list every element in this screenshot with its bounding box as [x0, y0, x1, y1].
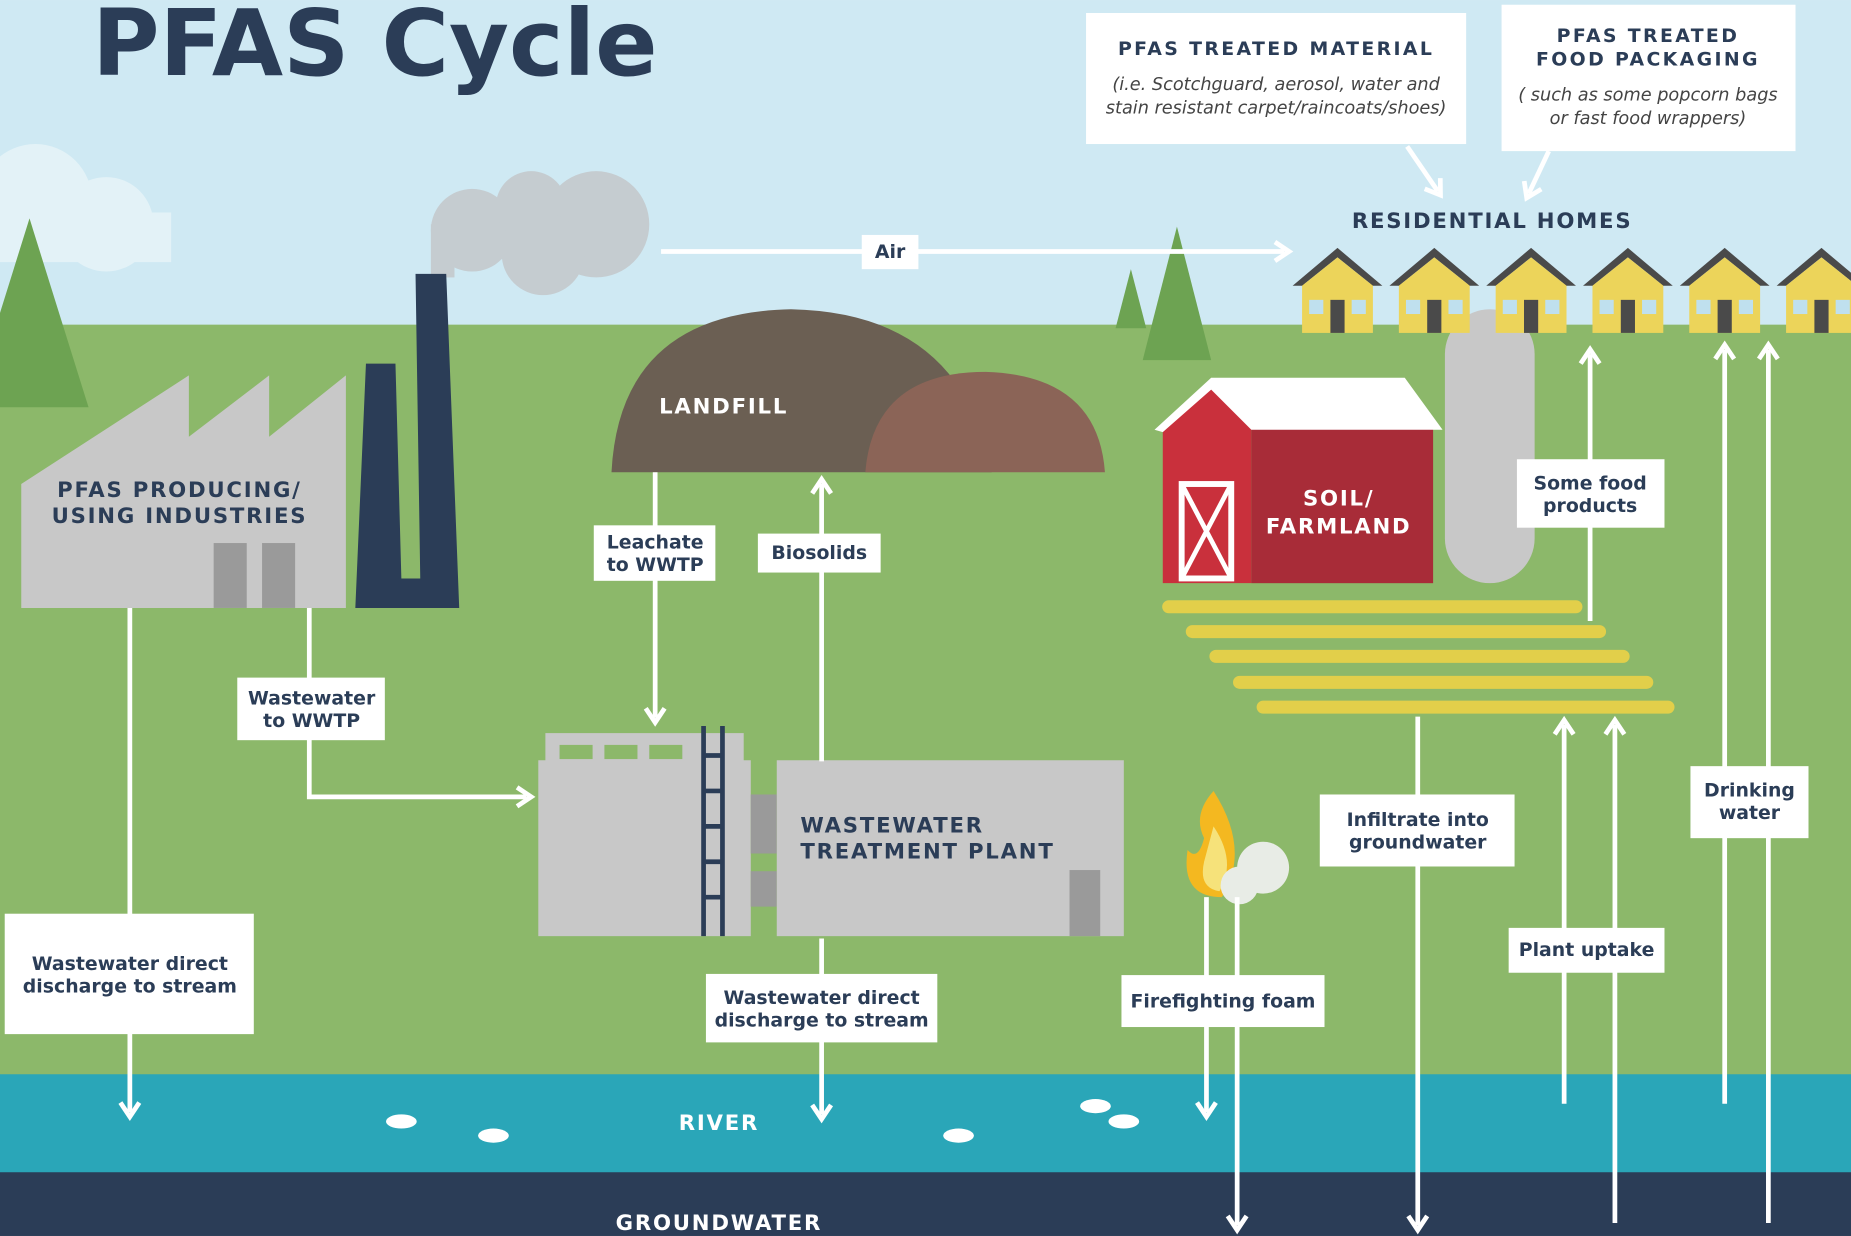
flow-label: Air: [875, 241, 906, 263]
info-note: stain resistant carpet/raincoats/shoes): [1106, 99, 1447, 119]
house-window: [1836, 300, 1850, 314]
place-label: LANDFILL: [659, 394, 788, 419]
house-window: [1406, 300, 1420, 314]
groundwater: [0, 1172, 1851, 1236]
place-label: RESIDENTIAL HOMES: [1352, 209, 1633, 234]
info-heading: PFAS TREATED MATERIAL: [1118, 38, 1434, 60]
house-window: [1642, 300, 1656, 314]
place-label: FARMLAND: [1266, 515, 1412, 540]
house-window: [1309, 300, 1323, 314]
house-door: [1330, 300, 1344, 333]
house-window: [1545, 300, 1559, 314]
flow-label: Biosolids: [771, 542, 867, 564]
house-door: [1621, 300, 1635, 333]
place-label: RIVER: [679, 1111, 759, 1136]
pfas-diagram: PFAS Cycle AirLeachateto WWTPBiosolidsWa…: [0, 0, 1851, 1236]
house-door: [1427, 300, 1441, 333]
flow-label: groundwater: [1349, 831, 1487, 853]
house-window: [1352, 300, 1366, 314]
flow-label: discharge to stream: [715, 1010, 929, 1032]
flow-label: Infiltrate into: [1347, 809, 1489, 831]
info-note: ( such as some popcorn bags: [1518, 86, 1777, 106]
place-label: PFAS PRODUCING/: [57, 478, 302, 503]
house-window: [1503, 300, 1517, 314]
place-label: USING INDUSTRIES: [52, 504, 308, 529]
house-window: [1793, 300, 1807, 314]
flow-label: Leachate: [607, 532, 704, 554]
house-window: [1696, 300, 1710, 314]
title: PFAS Cycle: [92, 0, 658, 97]
flow-label: Wastewater direct: [724, 987, 920, 1009]
info-heading: FOOD PACKAGING: [1536, 49, 1760, 71]
flow-label: discharge to stream: [23, 975, 237, 997]
flow-label: to WWTP: [263, 710, 360, 732]
flow-label: Drinking: [1704, 779, 1795, 801]
page: PFAS Cycle AirLeachateto WWTPBiosolidsWa…: [0, 0, 1851, 1236]
place-label: GROUNDWATER: [616, 1211, 823, 1236]
flow-label: Wastewater direct: [32, 953, 228, 975]
house-door: [1524, 300, 1538, 333]
place-label: WASTEWATER: [800, 813, 984, 838]
flow-label: Plant uptake: [1519, 939, 1655, 961]
info-note: or fast food wrappers): [1550, 109, 1747, 129]
flow-label: Firefighting foam: [1130, 991, 1315, 1013]
house-window: [1739, 300, 1753, 314]
flow-label: Wastewater: [248, 687, 376, 709]
flow-label: products: [1543, 495, 1637, 517]
flow-label: water: [1719, 802, 1781, 824]
house-door: [1718, 300, 1732, 333]
river: [0, 1074, 1851, 1173]
flow-label: to WWTP: [607, 554, 704, 576]
info-heading: PFAS TREATED: [1557, 25, 1740, 47]
flow-label: Some food: [1533, 473, 1646, 495]
info-note: (i.e. Scotchguard, aerosol, water and: [1112, 75, 1440, 95]
house-window: [1448, 300, 1462, 314]
house-window: [1600, 300, 1614, 314]
place-label: SOIL/: [1303, 486, 1374, 511]
house-door: [1814, 300, 1828, 333]
place-label: TREATMENT PLANT: [800, 839, 1054, 864]
